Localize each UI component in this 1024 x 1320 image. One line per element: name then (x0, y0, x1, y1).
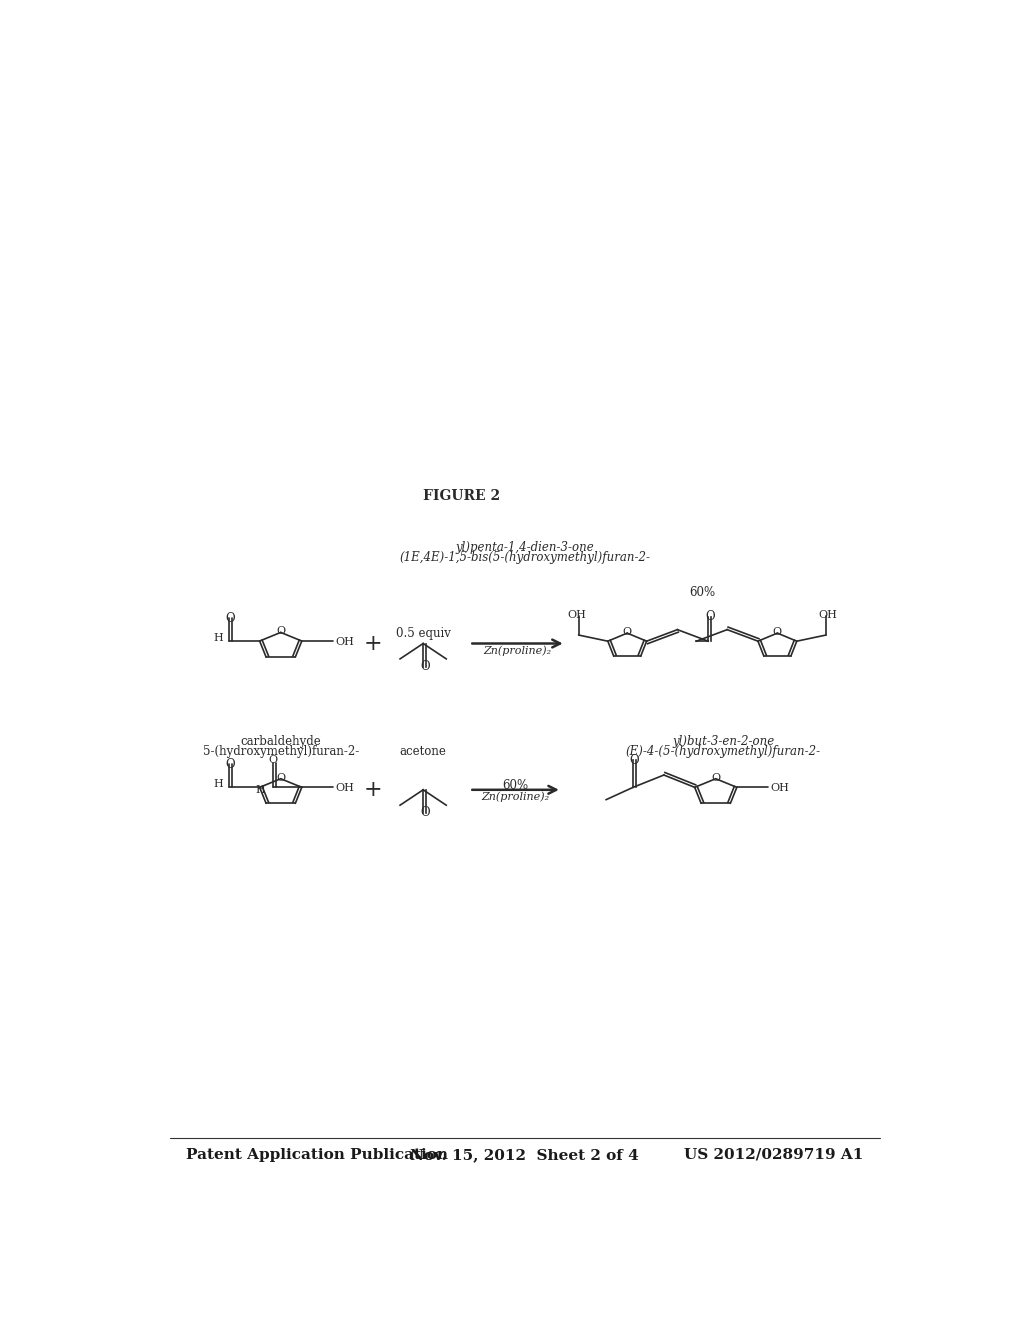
Text: O: O (276, 626, 286, 636)
Text: O: O (225, 611, 236, 624)
Text: OH: OH (336, 783, 354, 793)
Text: carbaldehyde: carbaldehyde (241, 735, 322, 748)
Text: OH: OH (567, 610, 587, 619)
Text: O: O (773, 627, 782, 638)
Text: Zn(proline)₂: Zn(proline)₂ (481, 792, 550, 803)
Text: yl)penta-1,4-dien-3-one: yl)penta-1,4-dien-3-one (456, 541, 594, 554)
Text: OH: OH (336, 636, 354, 647)
Text: 0.5 equiv: 0.5 equiv (395, 627, 451, 640)
Text: O: O (623, 627, 632, 638)
Text: 60%: 60% (689, 586, 715, 599)
Text: O: O (712, 772, 720, 783)
Text: H: H (213, 779, 222, 789)
Text: O: O (268, 755, 278, 766)
Text: 60%: 60% (503, 779, 528, 792)
Text: O: O (276, 772, 286, 783)
Text: yl)but-3-en-2-one: yl)but-3-en-2-one (673, 735, 774, 748)
Text: O: O (705, 610, 715, 623)
Text: US 2012/0289719 A1: US 2012/0289719 A1 (684, 1148, 863, 1162)
Text: acetone: acetone (399, 744, 446, 758)
Text: FIGURE 2: FIGURE 2 (423, 490, 500, 503)
Text: Zn(proline)₂: Zn(proline)₂ (483, 645, 551, 656)
Text: (1E,4E)-1,5-bis(5-(hydroxymethyl)furan-2-: (1E,4E)-1,5-bis(5-(hydroxymethyl)furan-2… (399, 552, 650, 564)
Text: H: H (256, 784, 265, 795)
Text: OH: OH (818, 610, 837, 619)
Text: Patent Application Publication: Patent Application Publication (186, 1148, 449, 1162)
Text: H: H (213, 632, 222, 643)
Text: O: O (630, 754, 639, 767)
Text: OH: OH (771, 783, 790, 793)
Text: O: O (420, 660, 429, 673)
Text: O: O (225, 758, 236, 771)
Text: Nov. 15, 2012  Sheet 2 of 4: Nov. 15, 2012 Sheet 2 of 4 (411, 1148, 639, 1162)
Text: +: + (364, 632, 382, 655)
Text: (E)-4-(5-(hydroxymethyl)furan-2-: (E)-4-(5-(hydroxymethyl)furan-2- (626, 744, 821, 758)
Text: +: + (364, 779, 382, 801)
Text: O: O (420, 807, 429, 818)
Text: 5-(hydroxymethyl)furan-2-: 5-(hydroxymethyl)furan-2- (203, 744, 358, 758)
